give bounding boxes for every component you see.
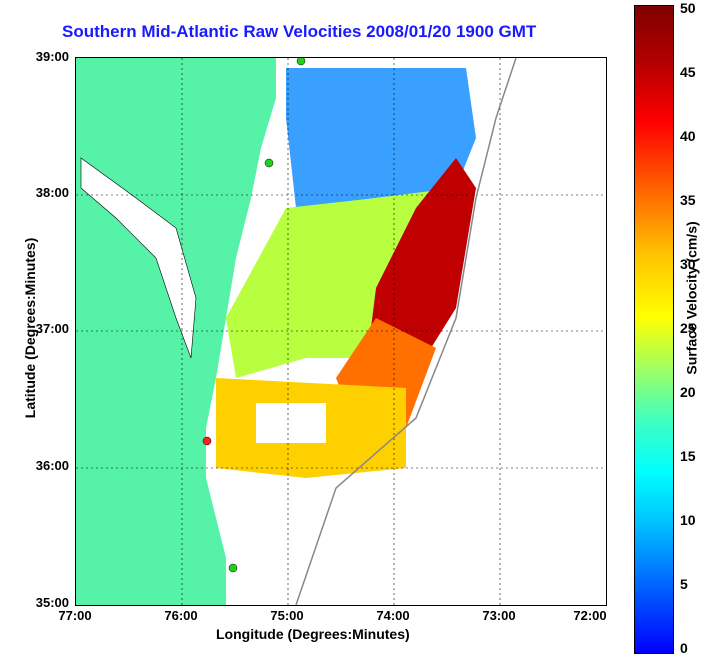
colorbar-tick: 45 (680, 64, 696, 80)
shelf-contour (295, 58, 517, 605)
colorbar-tick: 5 (680, 576, 688, 592)
velocity-map (75, 57, 607, 606)
colorbar (634, 5, 674, 654)
colorbar-tick: 35 (680, 192, 696, 208)
x-tick: 73:00 (482, 608, 516, 623)
y-tick: 38:00 (35, 185, 69, 200)
colorbar-tick: 0 (680, 640, 688, 656)
station-marker (202, 436, 212, 446)
colorbar-tick: 15 (680, 448, 696, 464)
colorbar-tick: 25 (680, 320, 696, 336)
map-canvas (76, 58, 606, 605)
colorbar-tick: 10 (680, 512, 696, 528)
colorbar-tick: 50 (680, 0, 696, 16)
colorbar-tick: 30 (680, 256, 696, 272)
x-tick: 72:00 (573, 608, 607, 623)
y-tick: 37:00 (35, 321, 69, 336)
velocity-low (286, 68, 476, 208)
x-tick: 74:00 (376, 608, 410, 623)
station-marker (264, 158, 274, 168)
colorbar-label: Surface Velocity (cm/s) (683, 221, 700, 375)
colorbar-tick: 20 (680, 384, 696, 400)
y-tick: 36:00 (35, 458, 69, 473)
y-axis-label: Latitude (Degrees:Minutes) (22, 237, 39, 419)
grid-lines (76, 58, 606, 605)
x-axis-label: Longitude (Degrees:Minutes) (216, 626, 410, 642)
map-title: Southern Mid-Atlantic Raw Velocities 200… (62, 22, 537, 41)
x-tick: 76:00 (164, 608, 198, 623)
x-tick: 75:00 (270, 608, 304, 623)
y-tick: 35:00 (35, 595, 69, 610)
station-marker (228, 563, 238, 573)
x-tick: 77:00 (58, 608, 92, 623)
colorbar-tick: 40 (680, 128, 696, 144)
velocity-gap (256, 403, 326, 443)
bay-water (80, 157, 197, 359)
station-marker (296, 58, 306, 66)
y-tick: 39:00 (35, 49, 69, 64)
